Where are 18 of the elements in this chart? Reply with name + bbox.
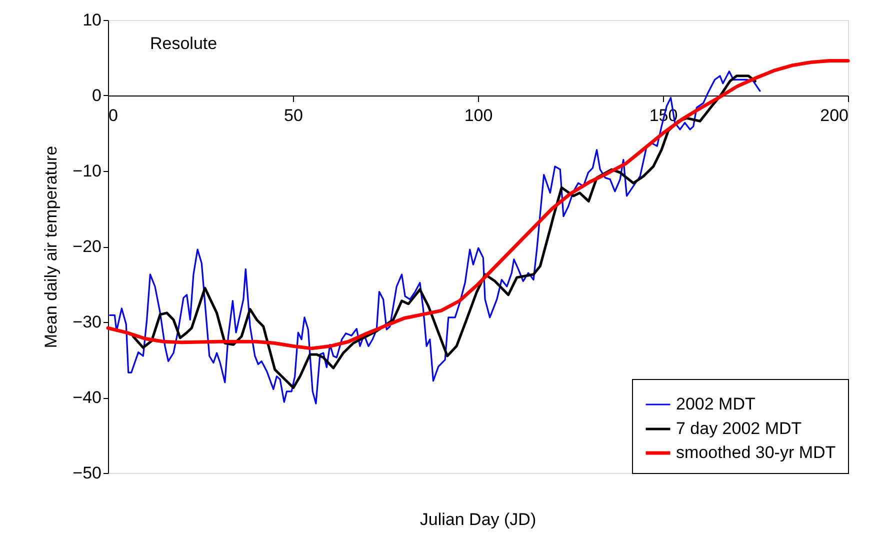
x-axis-title: Julian Day (JD) bbox=[420, 510, 536, 529]
legend-label: smoothed 30-yr MDT bbox=[676, 443, 836, 462]
annotation: Resolute bbox=[150, 34, 218, 53]
legend-label: 2002 MDT bbox=[676, 394, 756, 414]
line-series bbox=[106, 59, 850, 350]
y-tick-label: −20 bbox=[72, 237, 102, 256]
legend-label: 7 day 2002 MDT bbox=[676, 419, 802, 438]
x-tick-label: 0 bbox=[108, 106, 118, 125]
x-tick-label: 100 bbox=[464, 106, 493, 125]
y-tick-label: −50 bbox=[72, 464, 102, 482]
x-tick-label: 200 bbox=[820, 106, 848, 125]
y-tick-label: 10 bbox=[82, 10, 102, 30]
y-tick-label: −30 bbox=[72, 312, 102, 332]
y-tick-label: −10 bbox=[72, 162, 102, 180]
y-tick-label: 0 bbox=[92, 86, 102, 105]
y-axis-title: Mean daily air temperature bbox=[42, 146, 61, 348]
x-tick-label: 50 bbox=[284, 106, 303, 125]
y-tick-label: −40 bbox=[72, 388, 102, 407]
